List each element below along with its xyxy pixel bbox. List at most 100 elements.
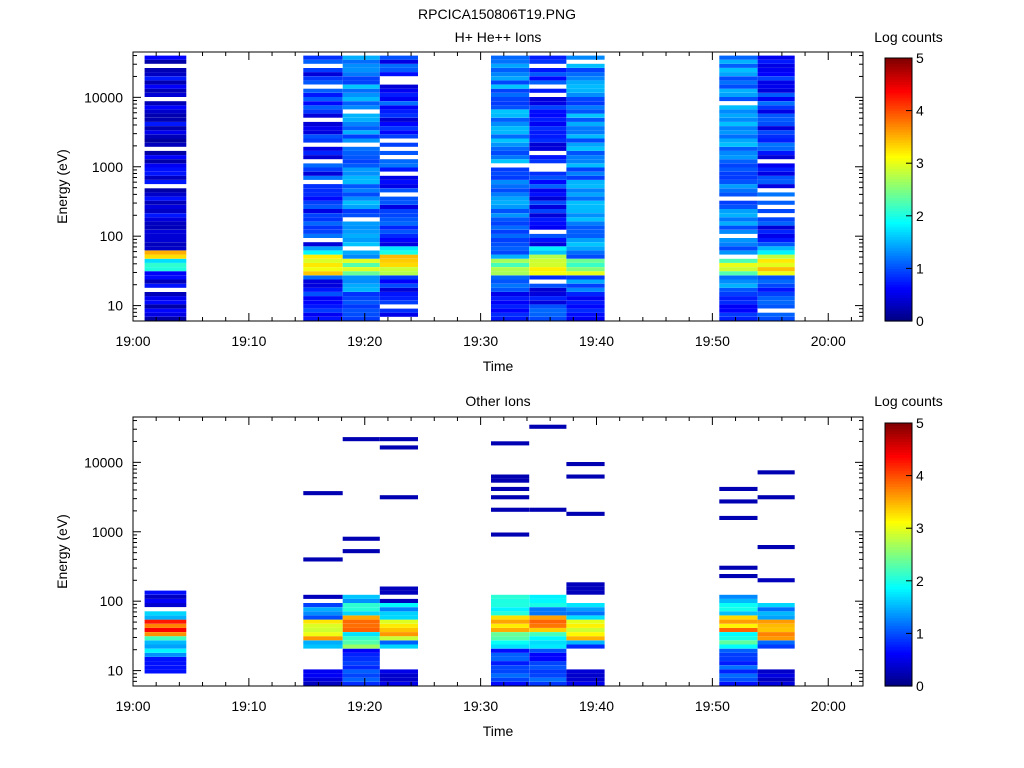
colorbar-step <box>885 194 912 198</box>
heatmap-cell <box>342 536 380 541</box>
x-tick-label: 19:00 <box>115 698 150 714</box>
heatmap-cell <box>529 308 567 313</box>
colorbar-step <box>885 643 912 648</box>
heatmap-cell <box>379 200 418 205</box>
colorbar: 0 1 2 3 4 5 Log counts <box>874 29 943 329</box>
heatmap-cell <box>757 632 795 637</box>
heatmap-cell <box>303 233 343 238</box>
colorbar-step <box>885 578 912 582</box>
colorbar-label: Log counts <box>874 29 943 45</box>
heatmap-cell <box>491 221 530 226</box>
colorbar-tick-label: 3 <box>916 520 924 536</box>
heatmap-cell <box>529 242 567 247</box>
heatmap-cell <box>379 97 418 102</box>
colorbar-step <box>885 680 912 684</box>
heatmap-cell <box>342 254 380 259</box>
heatmap-cell <box>491 283 530 288</box>
heatmap-cell <box>757 495 795 500</box>
colorbar-step <box>885 546 912 550</box>
colorbar-step <box>885 94 912 99</box>
heatmap-cell <box>529 665 567 670</box>
heatmap-cell <box>144 258 187 263</box>
heatmap-cell <box>566 644 605 649</box>
colorbar-step <box>885 129 912 133</box>
colorbar-step <box>885 184 912 188</box>
heatmap-cell <box>379 121 418 126</box>
heatmap-cell <box>566 88 605 93</box>
heatmap-cell <box>529 615 567 620</box>
heatmap-cell <box>144 213 187 218</box>
colorbar-step <box>885 675 912 679</box>
heatmap-cell <box>719 238 758 243</box>
heatmap-cell <box>303 262 343 267</box>
colorbar-step <box>885 633 912 637</box>
heatmap-cell <box>757 72 795 77</box>
colorbar-step <box>885 501 912 506</box>
heatmap-cell <box>342 213 380 218</box>
heatmap-cell <box>491 238 530 243</box>
heatmap-cell <box>379 204 418 209</box>
heatmap-cell <box>144 271 187 276</box>
heatmap-cell <box>491 192 530 197</box>
heatmap-cell <box>719 229 758 234</box>
heatmap-cell <box>566 142 605 147</box>
heatmap-cell <box>144 304 187 309</box>
heatmap-cell <box>144 603 187 608</box>
time-column-3 <box>342 55 380 321</box>
heatmap-cell <box>342 225 380 230</box>
heatmap-cell <box>303 200 343 205</box>
heatmap-cell <box>491 279 530 284</box>
heatmap-cell <box>719 250 758 255</box>
heatmap-cell <box>491 213 530 218</box>
heatmap-cell <box>379 640 418 645</box>
heatmap-cell <box>144 611 187 616</box>
heatmap-cell <box>342 113 380 118</box>
heatmap-cell <box>566 84 605 89</box>
heatmap-cell <box>719 84 758 89</box>
colorbar-step <box>885 593 912 598</box>
colorbar-step <box>885 136 912 141</box>
colorbar-step <box>885 522 912 527</box>
heatmap-cell <box>303 68 343 73</box>
heatmap-cell <box>491 648 530 653</box>
colorbar-tick-label: 4 <box>916 103 924 119</box>
heatmap-cell <box>529 627 567 632</box>
colorbar-step <box>885 226 912 230</box>
heatmap-cell <box>529 59 567 64</box>
heatmap-cell <box>757 134 795 139</box>
colorbar-tick-label: 5 <box>916 50 924 66</box>
heatmap-cell <box>303 640 343 645</box>
heatmap-cell <box>342 644 380 649</box>
heatmap-cell <box>529 681 567 686</box>
heatmap-cell <box>566 590 605 595</box>
heatmap-cell <box>757 627 795 632</box>
heatmap-cell <box>491 665 530 670</box>
heatmap-cell <box>566 242 605 247</box>
colorbar-step <box>885 218 912 222</box>
colorbar-step <box>885 638 912 642</box>
colorbar-step <box>885 430 912 435</box>
heatmap-cell <box>379 279 418 284</box>
heatmap-cell <box>342 126 380 131</box>
heatmap-cell <box>144 167 187 172</box>
heatmap-cell <box>491 661 530 666</box>
heatmap-cell <box>757 250 795 255</box>
heatmap-cell <box>342 619 380 624</box>
heatmap-cell <box>529 76 567 81</box>
colorbar-step <box>885 604 912 608</box>
heatmap-cell <box>719 312 758 317</box>
heatmap-cell <box>529 72 567 77</box>
heatmap-cell <box>757 242 795 247</box>
heatmap-cell <box>144 254 187 259</box>
heatmap-cell <box>379 627 418 632</box>
heatmap-cell <box>719 126 758 131</box>
x-tick-label: 19:30 <box>463 698 498 714</box>
heatmap-cell <box>491 150 530 155</box>
heatmap-cell <box>757 636 795 641</box>
heatmap-cell <box>757 221 795 226</box>
heatmap-cell <box>303 296 343 301</box>
heatmap-cell <box>529 97 567 102</box>
heatmap-cell <box>529 250 567 255</box>
heatmap-cell <box>342 607 380 612</box>
colorbar-step <box>885 659 912 663</box>
